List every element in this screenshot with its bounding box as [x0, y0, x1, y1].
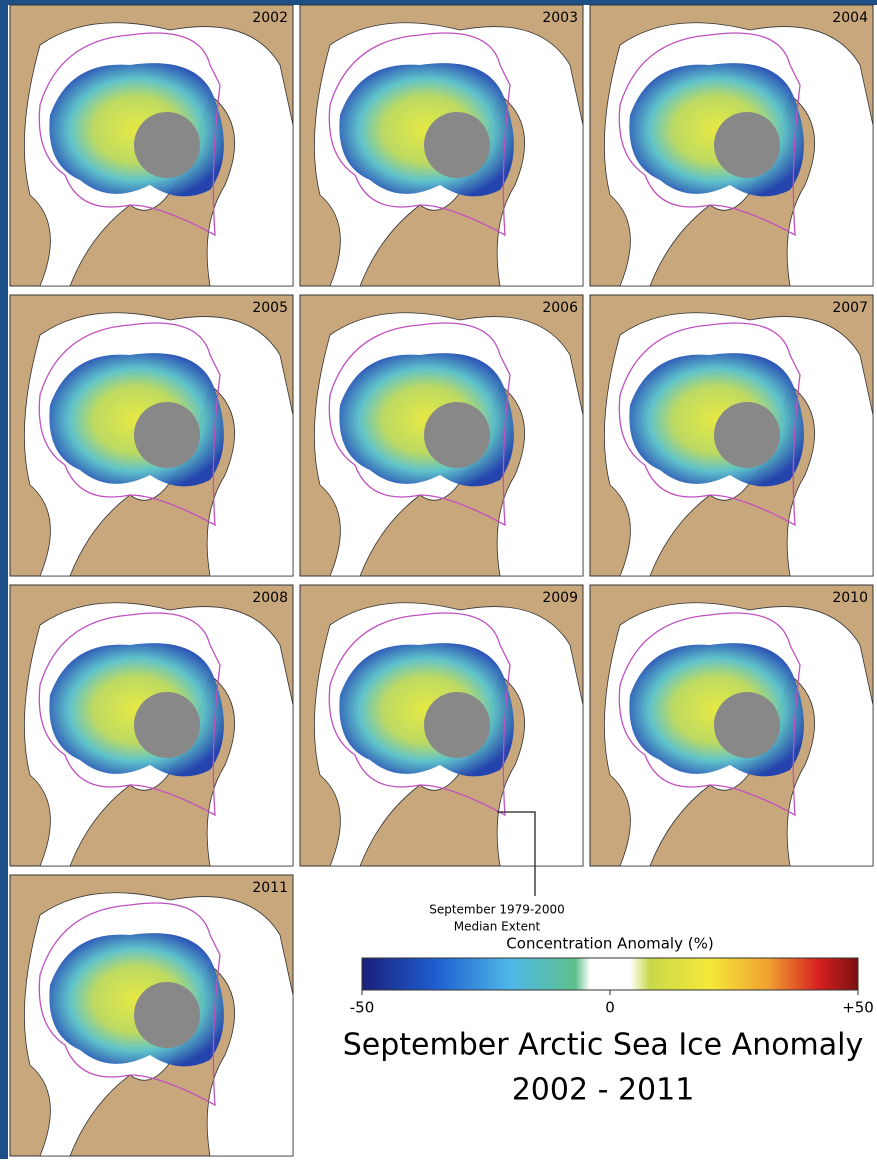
pole-hole: [424, 692, 490, 758]
year-label: 2005: [252, 300, 288, 316]
colorbar-tick-label: 0: [605, 999, 615, 1017]
sea-ice: [49, 933, 224, 1066]
colorbar-tick-label: +50: [842, 999, 874, 1017]
map-panel: 2002: [10, 5, 293, 286]
sea-ice: [49, 353, 224, 486]
colorbar: [362, 958, 858, 990]
sea-ice: [629, 643, 804, 776]
colorbar-tick-label: -50: [350, 999, 375, 1017]
sea-ice: [339, 63, 514, 196]
left-border: [0, 0, 8, 1159]
map-panel: 2011: [10, 875, 293, 1156]
sea-ice: [629, 353, 804, 486]
pole-hole: [714, 112, 780, 178]
sea-ice: [49, 63, 224, 196]
year-label: 2006: [542, 300, 578, 316]
colorbar-title: Concentration Anomaly (%): [506, 935, 713, 953]
sea-ice: [339, 353, 514, 486]
pole-hole: [134, 402, 200, 468]
sea-ice: [339, 643, 514, 776]
colorbar-ticks: -50 0 +50: [350, 990, 874, 1017]
map-panel: 2007: [590, 295, 873, 576]
pole-hole: [134, 982, 200, 1048]
pole-hole: [134, 112, 200, 178]
pole-hole: [714, 402, 780, 468]
pole-hole: [134, 692, 200, 758]
sea-ice: [629, 63, 804, 196]
top-border: [0, 0, 877, 5]
pole-hole: [424, 112, 490, 178]
year-label: 2007: [832, 300, 868, 316]
map-panel: 2010: [590, 585, 873, 866]
pole-hole: [714, 692, 780, 758]
map-panel: 2004: [590, 5, 873, 286]
annotation-text: September 1979-2000: [429, 903, 565, 917]
annotation-text: Median Extent: [454, 920, 541, 934]
year-label: 2004: [832, 10, 868, 26]
title: September Arctic Sea Ice Anomaly: [343, 1028, 864, 1063]
title: 2002 - 2011: [512, 1073, 695, 1108]
map-panel: 2008: [10, 585, 293, 866]
year-label: 2009: [542, 590, 578, 606]
sea-ice: [49, 643, 224, 776]
pole-hole: [424, 402, 490, 468]
figure: 2002 2003 2004 2005 2006 2007 2008 2009 2010 2011…: [0, 0, 877, 1159]
year-label: 2002: [252, 10, 288, 26]
year-label: 2008: [252, 590, 288, 606]
year-label: 2010: [832, 590, 868, 606]
year-label: 2011: [252, 880, 288, 896]
map-panel: 2006: [300, 295, 583, 576]
year-label: 2003: [542, 10, 578, 26]
map-panel: 2005: [10, 295, 293, 576]
map-panel: 2009: [300, 585, 583, 866]
map-panel: 2003: [300, 5, 583, 286]
